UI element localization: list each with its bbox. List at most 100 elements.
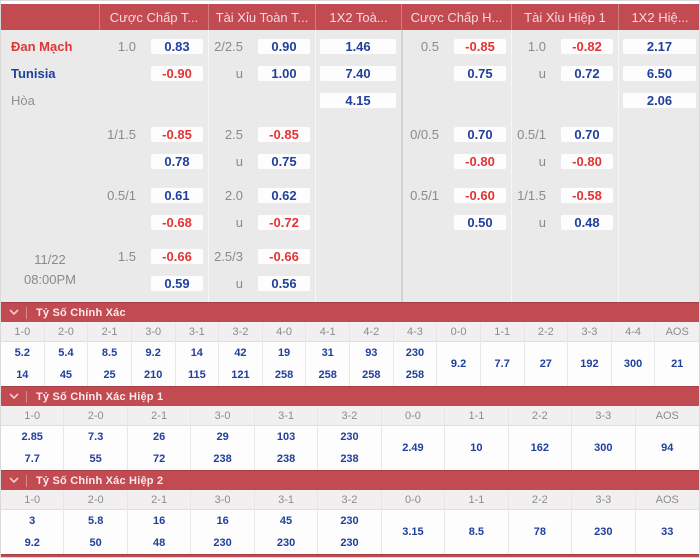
score-odds[interactable]: 14: [16, 369, 29, 381]
odds-badge[interactable]: 6.50: [622, 65, 697, 82]
score-odds[interactable]: 55: [89, 453, 102, 465]
score-odds[interactable]: 7.7: [494, 358, 510, 370]
score-odds[interactable]: 16: [153, 515, 166, 527]
score-odds[interactable]: 8.5: [468, 526, 485, 538]
score-odds[interactable]: 192: [580, 358, 599, 370]
chevron-down-icon: [1, 393, 26, 400]
score-odds[interactable]: 230: [213, 537, 232, 549]
score-odds[interactable]: 94: [661, 442, 674, 454]
odds-badge[interactable]: -0.85: [257, 126, 311, 143]
score-odds[interactable]: 16: [216, 515, 229, 527]
score-odds[interactable]: 33: [661, 526, 674, 538]
score-odds[interactable]: 78: [533, 526, 546, 538]
score-odds[interactable]: 258: [362, 369, 381, 381]
score-odds[interactable]: 8.5: [101, 347, 118, 359]
odds-badge[interactable]: -0.82: [560, 38, 614, 55]
odds-badge[interactable]: 0.75: [257, 153, 311, 170]
odds-badge[interactable]: 0.50: [453, 214, 507, 231]
odds-badge[interactable]: 0.61: [150, 187, 204, 204]
score-odds[interactable]: 3.15: [402, 526, 424, 538]
odds-badge[interactable]: 7.40: [319, 65, 397, 82]
score-odds[interactable]: 7.7: [24, 453, 40, 465]
score-odds[interactable]: 9.2: [145, 347, 161, 359]
section-bar-firsthalf[interactable]: Tỷ Số Chính Xác Hiệp 1: [1, 386, 699, 406]
score-odds[interactable]: 26: [153, 431, 166, 443]
odds-badge[interactable]: 2.06: [622, 92, 697, 109]
score-odds[interactable]: 72: [153, 453, 166, 465]
odds-badge[interactable]: -0.85: [453, 38, 507, 55]
score-odds[interactable]: 9.2: [450, 358, 467, 370]
odds-badge[interactable]: 0.56: [257, 275, 311, 292]
score-odds[interactable]: 42: [234, 347, 247, 359]
score-odds[interactable]: 5.2: [14, 347, 30, 359]
score-odds[interactable]: 5.8: [88, 515, 104, 527]
score-odds[interactable]: 115: [187, 369, 206, 381]
section-bar-secondhalf[interactable]: Tỷ Số Chính Xác Hiệp 2: [1, 470, 699, 490]
score-odds[interactable]: 2.49: [402, 442, 424, 454]
score-odds[interactable]: 258: [405, 369, 425, 381]
score-odds[interactable]: 31: [321, 347, 334, 359]
score-odds[interactable]: 238: [276, 453, 296, 465]
odds-badge[interactable]: 0.75: [453, 65, 507, 82]
score-odds[interactable]: 230: [405, 347, 425, 359]
score-odds[interactable]: 48: [153, 537, 166, 549]
score-odds[interactable]: 162: [530, 442, 550, 454]
odds-badge[interactable]: -0.72: [257, 214, 311, 231]
odds-badge[interactable]: 0.72: [560, 65, 614, 82]
score-odds[interactable]: 7.3: [88, 431, 104, 443]
score-odds[interactable]: 29: [216, 431, 229, 443]
score-odds[interactable]: 9.2: [24, 537, 40, 549]
score-odds[interactable]: 230: [340, 515, 359, 527]
score-odds[interactable]: 25: [103, 369, 116, 381]
odds-badge[interactable]: 0.48: [560, 214, 614, 231]
score-odds[interactable]: 14: [190, 347, 203, 359]
odds-badge[interactable]: -0.80: [453, 153, 507, 170]
odds-badge[interactable]: -0.68: [150, 214, 204, 231]
score-odds[interactable]: 238: [340, 453, 359, 465]
score-odds[interactable]: 230: [340, 431, 359, 443]
odds-badge[interactable]: 2.17: [622, 38, 697, 55]
odds-badge[interactable]: 0.59: [150, 275, 204, 292]
score-odds[interactable]: 45: [279, 515, 293, 527]
odds-badge[interactable]: -0.66: [257, 248, 311, 265]
odds-badge[interactable]: 0.70: [453, 126, 507, 143]
score-odds[interactable]: 121: [231, 369, 250, 381]
score-odds[interactable]: 258: [318, 369, 337, 381]
odds-badge[interactable]: 0.62: [257, 187, 311, 204]
odds-badge[interactable]: 0.70: [560, 126, 614, 143]
odds-cell: 0.75: [253, 148, 315, 175]
score-odds[interactable]: 238: [213, 453, 232, 465]
score-odds[interactable]: 103: [276, 431, 296, 443]
score-odds[interactable]: 21: [671, 358, 684, 370]
next-section-bar-partial[interactable]: [1, 554, 699, 557]
score-odds[interactable]: 50: [89, 537, 102, 549]
odds-badge[interactable]: 1.00: [257, 65, 311, 82]
odds-badge[interactable]: -0.60: [453, 187, 507, 204]
score-odds[interactable]: 230: [594, 526, 613, 538]
odds-badge[interactable]: -0.90: [150, 65, 204, 82]
odds-badge[interactable]: -0.80: [560, 153, 614, 170]
odds-badge[interactable]: 0.83: [150, 38, 204, 55]
score-odds[interactable]: 258: [274, 369, 294, 381]
score-odds[interactable]: 300: [594, 442, 613, 454]
odds-badge[interactable]: -0.66: [150, 248, 204, 265]
odds-badge[interactable]: -0.85: [150, 126, 204, 143]
score-odds[interactable]: 45: [59, 369, 73, 381]
score-odds[interactable]: 93: [365, 347, 378, 359]
score-odds[interactable]: 10: [470, 442, 483, 454]
section-bar-fulltime[interactable]: Tỷ Số Chính Xác: [1, 302, 699, 322]
score-odds[interactable]: 2.85: [21, 431, 43, 443]
score-odds[interactable]: 230: [340, 537, 359, 549]
odds-badge[interactable]: 1.46: [319, 38, 397, 55]
odds-badge[interactable]: -0.58: [560, 187, 614, 204]
score-odds[interactable]: 5.4: [58, 347, 74, 359]
score-odds[interactable]: 3: [29, 515, 36, 527]
score-odds[interactable]: 230: [276, 537, 296, 549]
score-odds[interactable]: 210: [144, 369, 163, 381]
odds-badge[interactable]: 0.90: [257, 38, 311, 55]
score-odds[interactable]: 300: [623, 358, 643, 370]
odds-badge[interactable]: 0.78: [150, 153, 204, 170]
score-odds[interactable]: 19: [277, 347, 291, 359]
score-odds[interactable]: 27: [539, 358, 552, 370]
odds-badge[interactable]: 4.15: [319, 92, 397, 109]
